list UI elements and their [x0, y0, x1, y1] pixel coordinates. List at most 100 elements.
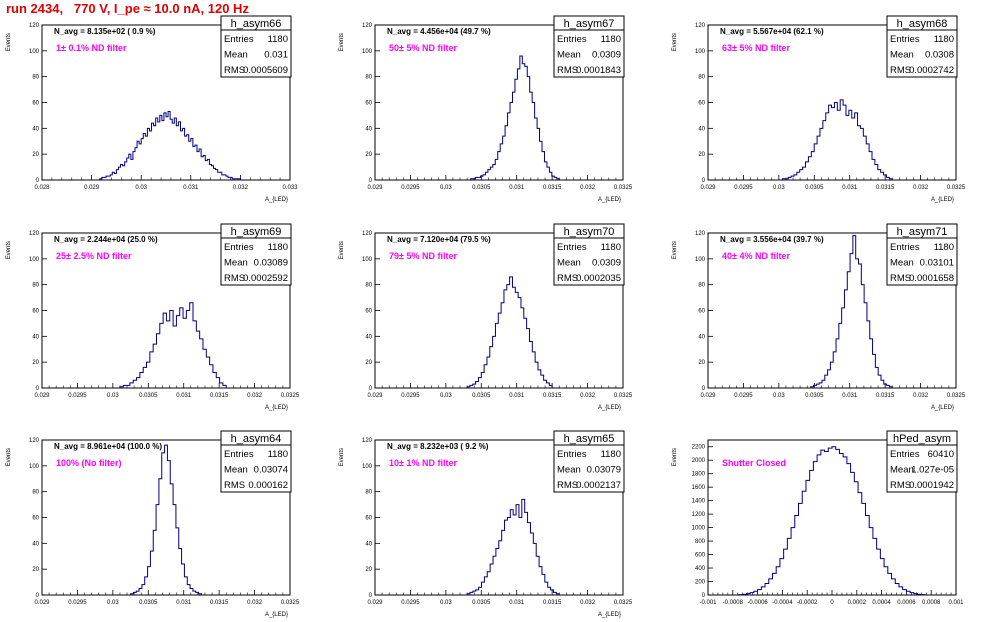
y-tick-label: 0 [702, 593, 706, 599]
histogram-panel: 0.029 0.0295 0.03 0.0305 0.031 0.0315 0.032 0.0… [672, 223, 966, 411]
y-tick-label: 1000 [692, 526, 706, 532]
y-axis-label: Events [672, 448, 678, 466]
histogram-line [119, 302, 227, 388]
stats-label: RMS [557, 273, 578, 284]
x-tick-label: -0.0008 [723, 600, 744, 606]
stats-label: Mean [224, 465, 248, 476]
y-tick-label: 20 [32, 360, 39, 366]
stats-value: 0.0001942 [909, 480, 954, 491]
stats-value: 0.0002137 [576, 480, 621, 491]
x-tick-label: 0.0315 [210, 393, 229, 399]
x-tick-label: 0.0305 [472, 185, 491, 191]
stats-box [220, 430, 292, 493]
x-tick-label: 0.001 [948, 600, 964, 606]
x-tick-label: 0.031 [842, 185, 858, 191]
stats-value: 0.03089 [254, 258, 288, 269]
x-tick-label: 0.029 [367, 600, 383, 606]
x-tick-label: 0.0295 [68, 393, 87, 399]
navg-label: N_avg = 2.244e+04 (25.0 %) [54, 235, 158, 244]
x-tick-label: 0.032 [233, 185, 249, 191]
stats-label: Mean [557, 258, 581, 269]
stats-box [553, 15, 625, 78]
histogram-line [781, 99, 893, 180]
navg-label: N_avg = 3.556e+04 (39.7 %) [720, 235, 824, 244]
stats-label: Mean [890, 258, 914, 269]
x-tick-label: -0.0002 [797, 600, 818, 606]
x-tick-label: 0.029 [700, 185, 716, 191]
y-axis-label: Events [672, 33, 678, 51]
stats-label: Entries [890, 449, 920, 460]
x-tick-label: 0.0325 [614, 185, 633, 191]
x-tick-label: 0.03 [107, 393, 119, 399]
stats-value: 1180 [268, 34, 288, 45]
stats-value: 1180 [601, 242, 621, 253]
y-tick-label: 600 [695, 553, 706, 559]
y-tick-label: 100 [695, 49, 706, 55]
histogram-panel: 0.029 0.0295 0.03 0.0305 0.031 0.0315 0.032 0.0… [6, 223, 300, 411]
x-tick-label: 0.0295 [401, 393, 420, 399]
x-tick-label: -0.0004 [772, 600, 793, 606]
filter-annotation: Shutter Closed [722, 458, 786, 468]
x-tick-label: 0.03 [135, 185, 147, 191]
y-tick-label: 60 [32, 309, 39, 315]
y-tick-label: 100 [362, 257, 373, 263]
x-tick-label: 0.0295 [734, 393, 753, 399]
x-tick-label: 0.0325 [947, 393, 966, 399]
y-tick-label: 2200 [692, 445, 706, 451]
x-tick-label: 0.032 [580, 600, 596, 606]
y-tick-label: 100 [29, 49, 40, 55]
x-tick-label: 0.031 [509, 600, 525, 606]
stats-value: 0.03074 [254, 465, 288, 476]
y-tick-label: 60 [698, 309, 705, 315]
y-tick-label: 0 [702, 178, 706, 184]
x-tick-label: 0.03 [440, 185, 452, 191]
stats-label: Entries [224, 242, 254, 253]
stats-value: 1180 [601, 34, 621, 45]
y-tick-label: 60 [32, 516, 39, 522]
histogram-line [810, 235, 893, 388]
y-tick-label: 80 [32, 75, 39, 81]
histogram-panel: 0.029 0.0295 0.03 0.0305 0.031 0.0315 0.032 0.0… [672, 15, 966, 203]
stats-label: Entries [890, 242, 920, 253]
histogram-panel: -0.001 -0.0008 -0.0006 -0.0004 -0.0002 0 0.000… [672, 430, 964, 606]
stats-label: Entries [890, 34, 920, 45]
stats-value: 1.027e-05 [911, 465, 954, 476]
x-tick-label: 0.0295 [734, 185, 753, 191]
x-axis-label: A_{LED} [265, 405, 288, 411]
x-tick-label: 0.0004 [872, 600, 891, 606]
y-tick-label: 0 [369, 386, 373, 392]
x-tick-label: 0.03 [773, 185, 785, 191]
filter-annotation: 25± 2.5% ND filter [56, 251, 132, 261]
stats-value: 0.0005609 [243, 65, 288, 76]
y-tick-label: 1400 [692, 499, 706, 505]
stats-value: 1180 [601, 449, 621, 460]
stats-value: 0.0309 [592, 258, 621, 269]
histogram-panel: 0.029 0.0295 0.03 0.0305 0.031 0.0315 0.032 0.0… [6, 430, 300, 618]
stats-label: Mean [890, 50, 914, 61]
x-tick-label: 0.029 [34, 600, 50, 606]
x-axis-label: A_{LED} [265, 197, 288, 203]
x-tick-label: 0.0008 [922, 600, 941, 606]
histogram-name: h_asym68 [897, 18, 948, 30]
stats-label: RMS [557, 480, 578, 491]
x-tick-label: 0.0315 [876, 393, 895, 399]
y-tick-label: 40 [365, 334, 372, 340]
histogram-line [130, 444, 202, 595]
histogram-name: h_asym66 [231, 18, 282, 30]
stats-value: 0.0002742 [909, 65, 954, 76]
filter-annotation: 10± 1% ND filter [389, 458, 457, 468]
navg-label: N_avg = 8.232e+03 ( 9.2 %) [387, 442, 489, 451]
y-axis-label: Events [6, 33, 12, 51]
x-tick-label: 0.029 [700, 393, 716, 399]
stats-box [220, 223, 292, 286]
filter-annotation: 40± 4% ND filter [722, 251, 790, 261]
filter-annotation: 79± 5% ND filter [389, 251, 457, 261]
y-tick-label: 40 [698, 334, 705, 340]
y-tick-label: 80 [365, 283, 372, 289]
stats-value: 0.03079 [587, 465, 621, 476]
navg-label: N_avg = 8.135e+02 ( 0.9 %) [54, 27, 156, 36]
y-tick-label: 0 [702, 386, 706, 392]
stats-label: RMS [890, 273, 911, 284]
navg-label: N_avg = 4.456e+04 (49.7 %) [387, 27, 491, 36]
y-tick-label: 40 [365, 126, 372, 132]
